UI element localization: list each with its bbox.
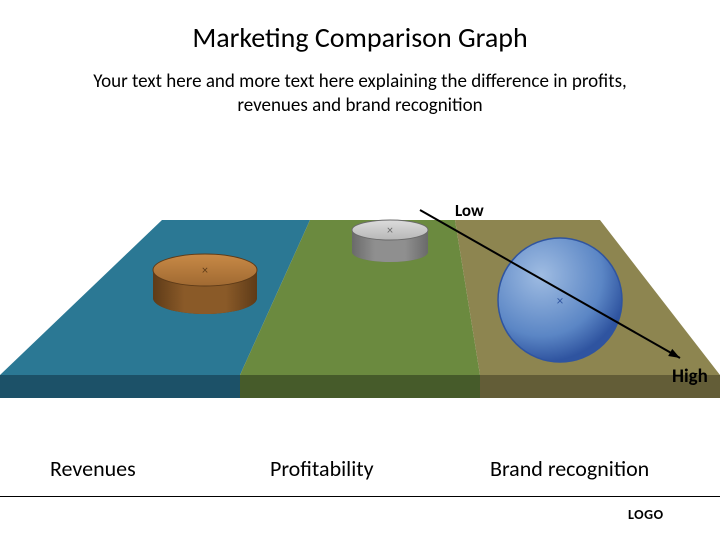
scale-high-label: High <box>672 365 708 388</box>
lane-front-1 <box>240 375 480 398</box>
svg-text:×: × <box>387 224 393 238</box>
marker-2: × <box>498 238 622 362</box>
svg-text:×: × <box>557 294 563 309</box>
lane-front-0 <box>0 375 240 398</box>
category-label-profitability: Profitability <box>270 455 374 482</box>
scale-low-label: Low <box>455 200 484 221</box>
logo-text: LOGO <box>628 506 664 523</box>
category-label-brand-recognition: Brand recognition <box>490 455 649 482</box>
comparison-graphic: × × × <box>0 180 720 420</box>
marker-0: × <box>153 254 257 314</box>
marker-1: × <box>352 220 428 262</box>
category-label-revenues: Revenues <box>50 455 136 482</box>
svg-text:×: × <box>202 264 208 278</box>
footer-divider <box>0 496 720 497</box>
page-subtitle: Your text here and more text here explai… <box>80 70 640 118</box>
page-title: Marketing Comparison Graph <box>0 20 720 55</box>
